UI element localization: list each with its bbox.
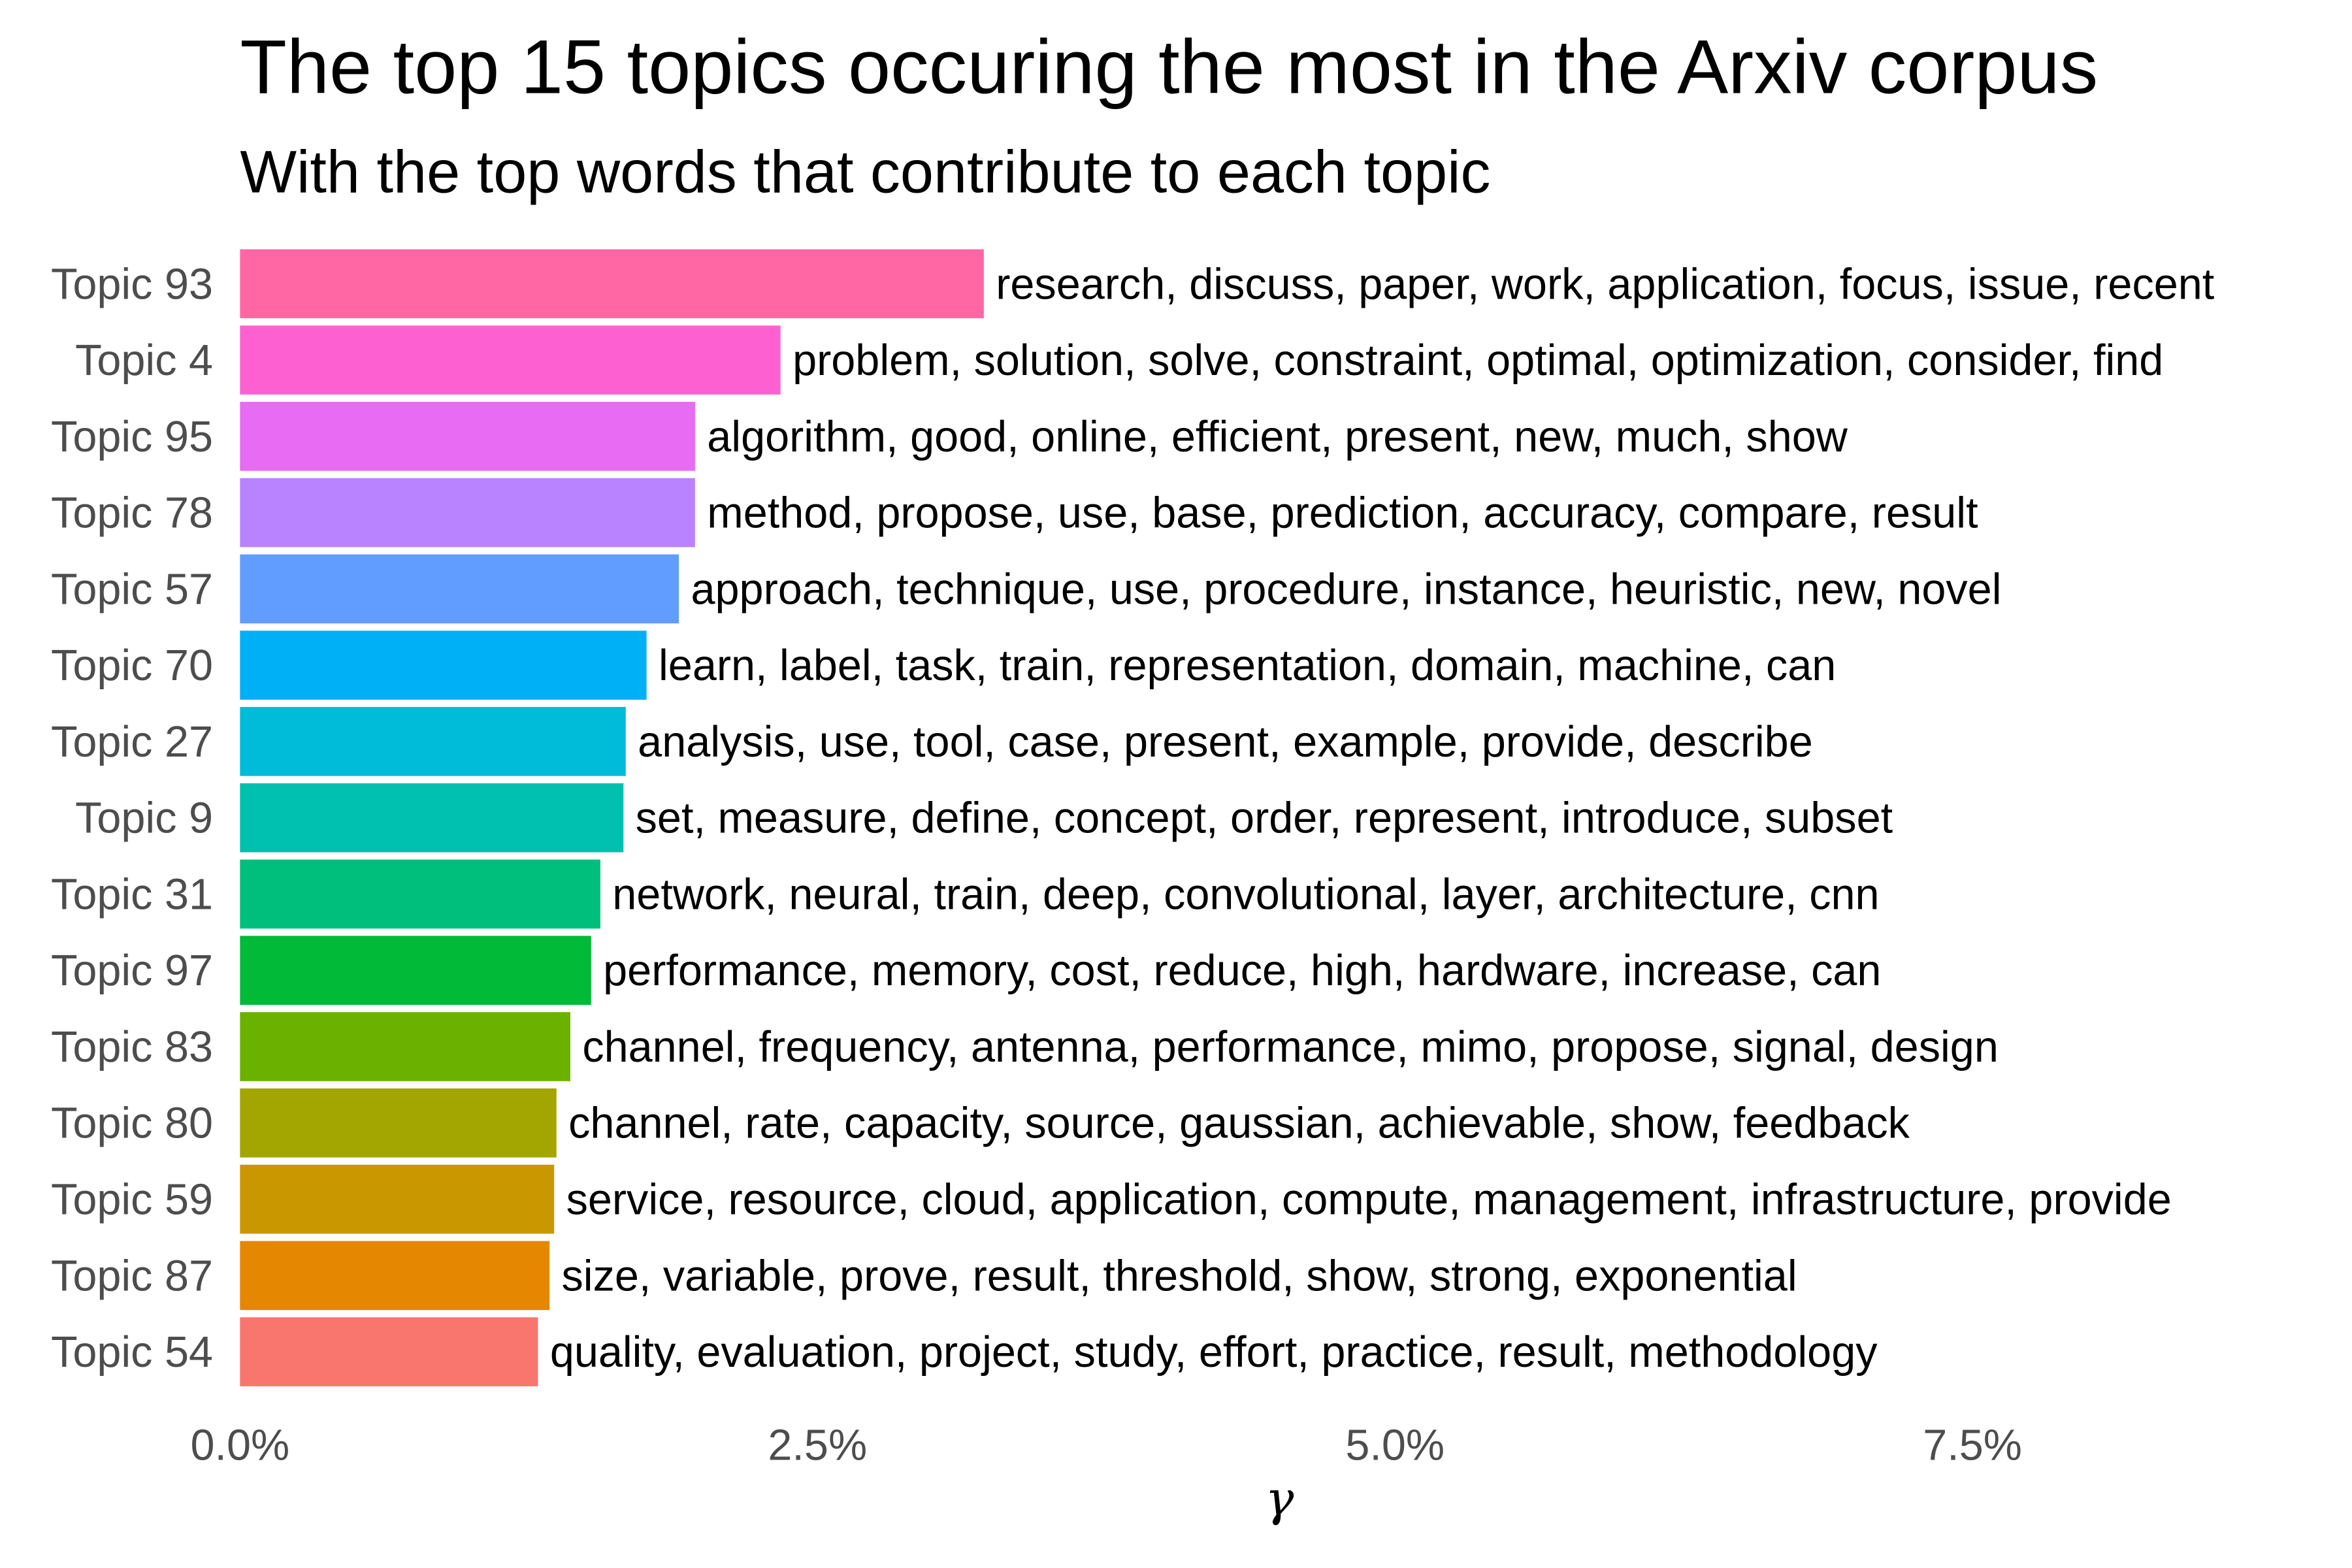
y-tick-label: Topic 87 [51,1252,213,1300]
bar-label: network, neural, train, deep, convolutio… [612,870,1879,919]
bar-label: set, measure, define, concept, order, re… [636,794,1893,843]
bar [240,783,624,853]
bar [240,707,626,776]
bar-label: research, discuss, paper, work, applicat… [996,260,2215,308]
bar-label: quality, evaluation, project, study, eff… [550,1328,1878,1377]
bar-group: Topic 83 channel, frequency, antenna, per… [51,1012,1999,1081]
bar-label: channel, frequency, antenna, performance… [582,1023,1999,1071]
bar [240,1317,538,1386]
x-tick-label: 2.5% [768,1421,867,1469]
bar-group: Topic 54 quality, evaluation, project, st… [51,1317,1878,1386]
bar [240,1012,570,1081]
y-tick-label: Topic 27 [51,718,213,766]
bar [240,936,591,1005]
x-axis-title: γ [1265,1471,1294,1527]
bar-group: Topic 57 approach, technique, use, proced… [51,554,2002,624]
bar [240,1164,555,1234]
bar-label: algorithm, good, online, efficient, pres… [707,413,1848,461]
bar-label: problem, solution, solve, constraint, op… [792,336,2163,385]
bar [240,1241,550,1311]
bar-group: Topic 70 learn, label, task, train, repre… [51,630,1836,700]
bar-group: Topic 95 algorithm, good, online, efficie… [51,402,1848,471]
y-tick-label: Topic 59 [51,1176,213,1224]
bar-label: learn, label, task, train, representatio… [659,642,1836,690]
bar-label: performance, memory, cost, reduce, high,… [603,947,1881,995]
y-tick-label: Topic 97 [51,947,213,995]
bar-group: Topic 59 service, resource, cloud, applic… [51,1164,2172,1234]
bar [240,859,600,929]
bar [240,478,695,547]
bar-group: Topic 80 channel, rate, capacity, source,… [51,1088,1910,1158]
chart-subtitle: With the top words that contribute to ea… [240,139,1490,205]
chart-title: The top 15 topics occuring the most in t… [240,24,2098,110]
y-tick-label: Topic 93 [51,260,213,308]
bar-label: approach, technique, use, procedure, ins… [691,565,2002,613]
bar-group: Topic 87 size, variable, prove, result, t… [51,1241,1797,1311]
bar-group: Topic 78 method, propose, use, base, pred… [51,478,1978,547]
bar [240,249,984,319]
bar-group: Topic 9 set, measure, define, concept, or… [75,783,1893,853]
y-tick-label: Topic 83 [51,1023,213,1071]
y-tick-label: Topic 70 [51,642,213,690]
bar [240,402,695,471]
bar-group: Topic 27 analysis, use, tool, case, prese… [51,707,1813,776]
bar-group: Topic 31 network, neural, train, deep, co… [51,859,1880,929]
y-tick-label: Topic 95 [51,413,213,461]
bars: Topic 93 research, discuss, paper, work, … [51,249,2215,1386]
bar [240,325,781,395]
y-tick-label: Topic 54 [51,1328,213,1377]
bar-label: size, variable, prove, result, threshold… [561,1252,1797,1300]
bar [240,1088,557,1158]
y-tick-label: Topic 4 [75,336,213,385]
bar-label: channel, rate, capacity, source, gaussia… [568,1100,1910,1148]
bar-label: method, propose, use, base, prediction, … [707,489,1978,538]
bar [240,554,679,624]
bar-label: service, resource, cloud, application, c… [566,1176,2172,1224]
x-axis: 0.0% 2.5% 5.0% 7.5% [190,1421,2022,1469]
x-tick-label: 5.0% [1345,1421,1445,1469]
y-tick-label: Topic 31 [51,870,213,919]
bar-group: Topic 97 performance, memory, cost, reduc… [51,936,1881,1005]
y-tick-label: Topic 9 [75,794,213,843]
bar-group: Topic 93 research, discuss, paper, work, … [51,249,2215,319]
bar-group: Topic 4 problem, solution, solve, constra… [75,325,2163,395]
bar-label: analysis, use, tool, case, present, exam… [638,718,1813,766]
x-tick-label: 0.0% [190,1421,289,1469]
y-tick-label: Topic 57 [51,565,213,613]
y-tick-label: Topic 78 [51,489,213,538]
x-tick-label: 7.5% [1923,1421,2022,1469]
y-tick-label: Topic 80 [51,1100,213,1148]
bar [240,630,647,700]
